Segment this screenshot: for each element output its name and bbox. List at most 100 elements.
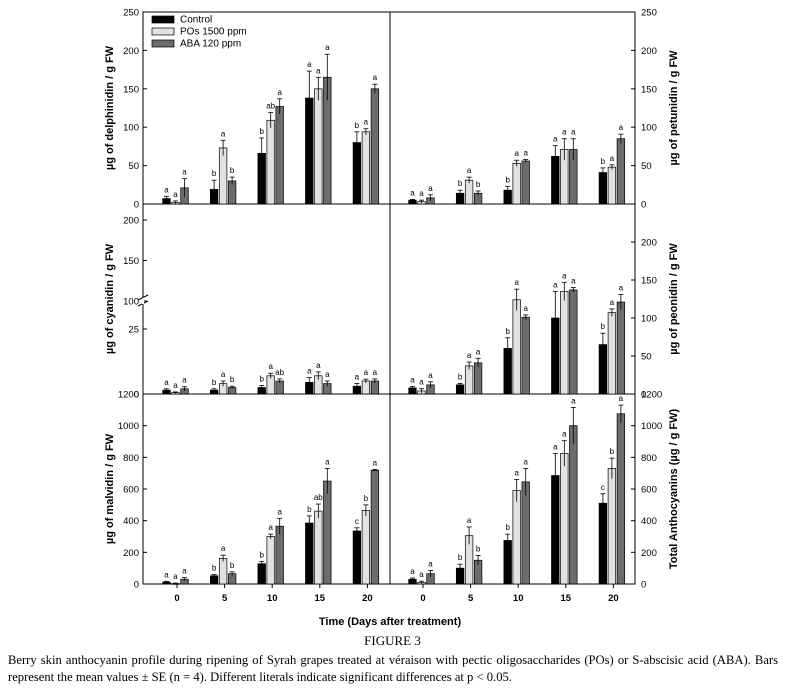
bar [473,362,483,395]
y-tick-label: 25 [128,325,139,336]
bar [598,172,608,205]
bar [607,468,617,585]
significance-letter: a [553,280,558,289]
significance-letter: b [505,523,510,532]
y-tick-label: 800 [641,453,657,464]
legend-swatch [151,39,175,48]
significance-letter: b [212,378,217,387]
y-axis-label: µg of petunidin / g FW [668,50,680,166]
bar [512,299,521,395]
significance-letter: a [467,351,472,360]
significance-letter: a [182,168,187,177]
x-tick-label: 10 [513,593,524,604]
significance-letter: a [410,188,415,197]
y-tick-label: 100 [641,123,657,134]
bar [314,510,323,585]
significance-letter: a [373,73,378,82]
bar [616,138,626,205]
significance-letter: b [355,121,360,130]
y-tick-label: 200 [641,46,657,57]
significance-letter: a [173,190,178,199]
bar [616,413,626,585]
bar [361,510,371,585]
legend-swatch [151,15,175,24]
significance-letter: b [601,322,606,331]
bar [257,563,266,585]
significance-letter: a [514,469,519,478]
significance-letter: a [173,572,178,581]
bar [218,147,228,205]
significance-letter: a [325,370,330,379]
y-tick-label: 600 [641,485,657,496]
y-tick-label: 150 [641,276,657,287]
significance-letter: a [419,570,424,579]
y-axis-label: Total Anthocyanins (µg / g FW) [668,409,680,570]
significance-letter: b [505,175,510,184]
significance-letter: a [571,396,576,405]
significance-letter: b [212,169,217,178]
significance-letter: a [182,567,187,576]
significance-letter: b [505,327,510,336]
significance-letter: a [419,378,424,387]
bar [569,425,578,585]
y-tick-label: 150 [641,84,657,95]
x-tick-labels: 0 5 10 15 20 0 5 10 15 20 [174,593,618,604]
y-tick-label: 0 [641,580,646,591]
significance-letter: a [467,166,472,175]
significance-letter: a [553,442,558,451]
significance-letter: b [610,447,615,456]
significance-letter: a [562,271,567,280]
significance-letter: b [230,561,235,570]
significance-letter: a [523,148,528,157]
significance-letter: b [230,375,235,384]
y-axis-label: µg of delphinidin / g FW [104,45,116,170]
y-tick-label: 150 [123,256,139,267]
significance-letter: a [355,373,360,382]
significance-letter: a [277,507,282,516]
significance-letter: a [316,66,321,75]
significance-letter: b [307,505,312,514]
bar [616,301,626,395]
legend-swatch [151,27,175,36]
bar [352,530,362,585]
x-tick-label: 15 [315,593,326,604]
significance-letter: ab [275,368,284,377]
significance-letter: a [428,371,433,380]
significance-letter: a [164,570,169,579]
bar [521,481,530,585]
bar [512,490,521,585]
y-tick-label: 250 [641,8,657,19]
significance-letter: a [476,347,481,356]
y-tick-label: 50 [641,352,652,363]
bar [305,522,314,585]
significance-letter: a [523,304,528,313]
x-tick-label: 0 [420,593,425,604]
significance-letter: a [373,459,378,468]
significance-letter: b [364,494,369,503]
significance-letter: a [553,135,558,144]
significance-letter: a [428,560,433,569]
x-axis-label: Time (Days after treatment) [319,616,462,628]
y-tick-label: 1000 [641,421,662,432]
y-tick-label: 1000 [118,421,139,432]
significance-letter: a [307,367,312,376]
significance-letter: a [173,381,178,390]
y-tick-label: 0 [134,580,139,591]
bar [607,166,617,205]
significance-letter: a [364,368,369,377]
bar [598,502,608,585]
significance-letter: b [458,553,463,562]
bar [266,375,275,395]
significance-letter: b [458,179,463,188]
significance-letter: a [277,88,282,97]
significance-letter: a [164,185,169,194]
legend-label: POs 1500 ppm [180,27,247,38]
significance-letter: a [514,278,519,287]
y-tick-label: 250 [123,8,139,19]
significance-letter: a [610,154,615,163]
significance-letter: a [268,362,273,371]
bar [218,557,228,585]
significance-letter: a [562,128,567,137]
